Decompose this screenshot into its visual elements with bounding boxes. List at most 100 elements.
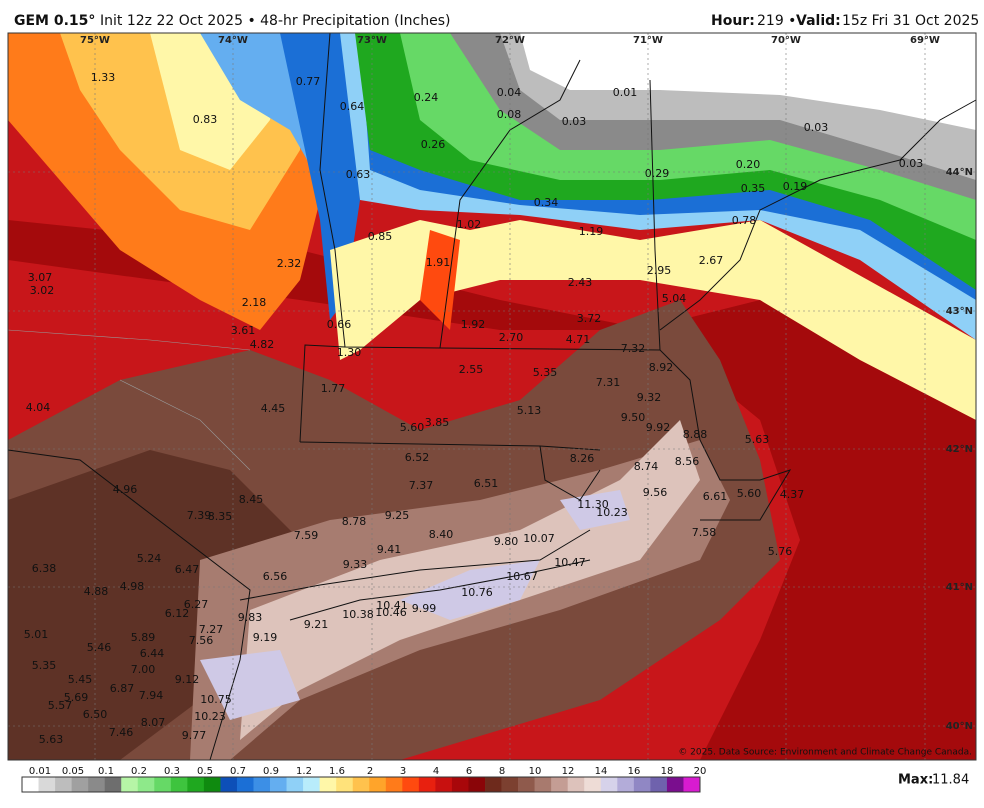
legend-swatch	[518, 777, 535, 792]
credit: © 2025. Data Source: Environment and Cli…	[678, 748, 972, 758]
legend-tick-label: 0.2	[131, 766, 147, 777]
legend-swatch	[534, 777, 552, 792]
longitude-label: 74°W	[218, 35, 248, 46]
precip-amount: 7.46	[109, 726, 134, 739]
legend-swatch	[369, 777, 387, 792]
precip-amount: 7.00	[131, 663, 156, 676]
max-label: Max:	[898, 773, 933, 788]
legend-swatch	[418, 777, 436, 792]
precip-amount: 4.98	[120, 580, 145, 593]
hour-value: 219 •	[757, 13, 796, 29]
precip-amount: 0.04	[497, 86, 522, 99]
legend-swatch	[104, 777, 122, 792]
precip-amount: 4.04	[26, 401, 51, 414]
legend-swatch	[336, 777, 354, 792]
longitude-label: 72°W	[495, 35, 525, 46]
precip-amount: 0.24	[414, 91, 439, 104]
precip-amount: 8.74	[634, 460, 659, 473]
legend-swatch	[650, 777, 668, 792]
precip-amount: 0.77	[296, 75, 321, 88]
precip-amount: 7.31	[596, 376, 621, 389]
precip-amount: 7.58	[692, 526, 717, 539]
legend-swatch	[617, 777, 635, 792]
precip-amount: 0.03	[804, 121, 829, 134]
precip-amount: 6.50	[83, 708, 108, 721]
legend-swatch	[236, 777, 254, 792]
precip-amount: 5.60	[400, 421, 425, 434]
precip-amount: 7.39	[187, 509, 212, 522]
precip-amount: 1.92	[461, 318, 486, 331]
legend-swatch	[286, 777, 304, 792]
precip-amount: 2.55	[459, 363, 484, 376]
precip-amount: 0.20	[736, 158, 761, 171]
precip-amount: 9.56	[643, 486, 668, 499]
legend-tick-label: 0.1	[98, 766, 114, 777]
longitude-label: 73°W	[357, 35, 387, 46]
legend-tick-label: 0.05	[62, 766, 84, 777]
precip-amount: 3.07	[28, 271, 53, 284]
precip-amount: 5.60	[737, 487, 762, 500]
precip-amount: 4.96	[113, 483, 138, 496]
precip-amount: 6.12	[165, 607, 190, 620]
precip-amount: 0.19	[783, 180, 808, 193]
legend-swatch	[451, 777, 469, 792]
precip-amount: 10.67	[506, 570, 538, 583]
precip-amount: 5.01	[24, 628, 49, 641]
precip-amount: 2.43	[568, 276, 593, 289]
precip-amount: 5.76	[768, 545, 793, 558]
precip-amount: 4.37	[780, 488, 805, 501]
precip-amount: 0.26	[421, 138, 446, 151]
precip-amount: 4.45	[261, 402, 286, 415]
precip-amount: 10.47	[554, 556, 586, 569]
precip-amount: 7.32	[621, 342, 646, 355]
precip-amount: 6.61	[703, 490, 728, 503]
precip-amount: 5.46	[87, 641, 112, 654]
precip-amount: 10.23	[596, 506, 628, 519]
precip-amount: 0.85	[368, 230, 393, 243]
precip-amount: 6.38	[32, 562, 57, 575]
precip-amount: 8.45	[239, 493, 264, 506]
legend-tick-label: 10	[529, 766, 542, 777]
legend-tick-label: 6	[466, 766, 472, 777]
precip-amount: 0.66	[327, 318, 352, 331]
precip-amount: 9.99	[412, 602, 437, 615]
legend-swatch	[137, 777, 155, 792]
precip-amount: 5.04	[662, 292, 687, 305]
precip-amount: 2.70	[499, 331, 524, 344]
precip-field	[8, 33, 976, 760]
precip-amount: 1.77	[321, 382, 346, 395]
precip-amount: 9.19	[253, 631, 278, 644]
legend-tick-label: 16	[628, 766, 641, 777]
latitude-label: 41°N	[946, 582, 973, 593]
precip-amount: 3.85	[425, 416, 450, 429]
legend-tick-label: 18	[661, 766, 674, 777]
precip-amount: 6.52	[405, 451, 430, 464]
legend-tick-label: 12	[562, 766, 575, 777]
precip-amount: 9.80	[494, 535, 519, 548]
precip-amount: 1.30	[337, 346, 362, 359]
latitude-label: 40°N	[946, 721, 973, 732]
precip-amount: 2.18	[242, 296, 267, 309]
legend-tick-label: 8	[499, 766, 505, 777]
precip-amount: 10.07	[523, 532, 555, 545]
precip-amount: 9.50	[621, 411, 646, 424]
legend-tick-label: 14	[595, 766, 608, 777]
precip-amount: 7.94	[139, 689, 164, 702]
precip-amount: 1.91	[426, 256, 451, 269]
legend-swatch	[319, 777, 337, 792]
precip-amount: 0.29	[645, 167, 670, 180]
precip-amount: 2.32	[277, 257, 302, 270]
longitude-label: 69°W	[910, 35, 940, 46]
legend-swatch	[253, 777, 271, 792]
precip-amount: 9.25	[385, 509, 410, 522]
precip-amount: 8.56	[675, 455, 700, 468]
legend-swatch	[352, 777, 370, 792]
precip-amount: 2.95	[647, 264, 672, 277]
legend-swatch	[584, 777, 602, 792]
boundaries	[7, 32, 977, 761]
coordinate-labels: 75°W 74°W 73°W 72°W 71°W 70°W 69°W 44°N 43°N 42°N…	[80, 35, 973, 732]
precip-amount: 6.44	[140, 647, 165, 660]
precip-amount: 4.82	[250, 338, 275, 351]
valid-value: 15z Fri 31 Oct 2025	[842, 13, 979, 29]
legend-tick-label: 20	[694, 766, 707, 777]
